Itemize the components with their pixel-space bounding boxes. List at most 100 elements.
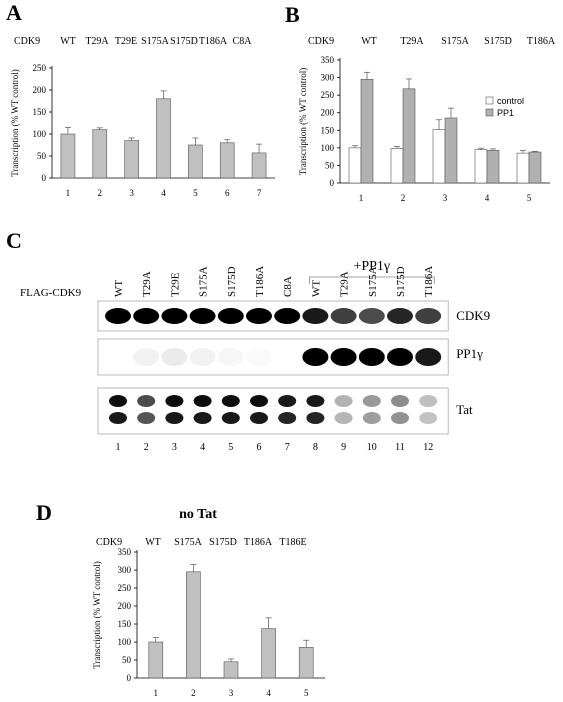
mutant-label: WT bbox=[361, 36, 377, 47]
bar bbox=[188, 144, 203, 179]
mutant-label: C8A bbox=[233, 36, 253, 47]
y-tick-label: 300 bbox=[321, 73, 335, 83]
mutant-label: S175A bbox=[174, 537, 203, 548]
y-tick-label: 150 bbox=[33, 107, 47, 117]
lane-number: 7 bbox=[285, 442, 290, 453]
y-tick-label: 350 bbox=[321, 55, 335, 65]
x-tick-label: 1 bbox=[154, 688, 159, 698]
y-tick-label: 150 bbox=[118, 619, 132, 629]
cdk9-band bbox=[415, 308, 442, 324]
pp1-band bbox=[161, 348, 188, 366]
band-label-tat: Tat bbox=[456, 402, 473, 417]
mutant-label: T29A bbox=[85, 36, 109, 47]
lane-number: 9 bbox=[341, 442, 346, 453]
panel-letter-d: D bbox=[36, 500, 52, 525]
y-axis-label: Transcription (% WT control) bbox=[10, 69, 20, 177]
y-axis-label: Transcription (% WT control) bbox=[92, 561, 102, 669]
cdk9-band bbox=[274, 308, 301, 324]
lane-label: T186A bbox=[423, 266, 435, 297]
x-tick-label: 4 bbox=[161, 188, 166, 198]
mutant-label: S175A bbox=[441, 36, 470, 47]
pp1-band bbox=[302, 348, 329, 366]
tat-band bbox=[278, 395, 297, 407]
mutant-label: T29E bbox=[115, 36, 137, 47]
lane-label: T29A bbox=[141, 271, 153, 297]
x-tick-label: 4 bbox=[485, 193, 490, 203]
y-tick-label: 250 bbox=[321, 90, 335, 100]
pp1-band bbox=[330, 348, 357, 366]
cdk9-band bbox=[161, 308, 188, 324]
western-blot-panel: +PP1γ FLAG-CDK9 WT T29A T29E S175A S175D T186A C… bbox=[20, 259, 490, 453]
tat-band bbox=[165, 412, 184, 424]
y-tick-label: 100 bbox=[118, 637, 132, 647]
cdk9-band bbox=[105, 308, 131, 324]
tat-band bbox=[109, 395, 127, 407]
tat-band bbox=[193, 412, 212, 424]
bar bbox=[298, 647, 314, 679]
lane-number: 5 bbox=[228, 442, 233, 453]
x-tick-label: 5 bbox=[527, 193, 532, 203]
x-tick-label: 5 bbox=[304, 688, 309, 698]
tat-band bbox=[250, 395, 268, 407]
lane-number: 10 bbox=[367, 442, 377, 453]
lane-label: S175A bbox=[198, 266, 210, 297]
cdk9-band bbox=[133, 308, 160, 324]
tat-band bbox=[137, 412, 156, 424]
bar bbox=[124, 140, 139, 179]
mutant-label: S175D bbox=[170, 36, 198, 47]
y-axis-label: Transcription (% WT control) bbox=[298, 68, 308, 176]
y-tick-label: 50 bbox=[37, 151, 47, 161]
lane-number: 4 bbox=[200, 442, 205, 453]
x-tick-label: 6 bbox=[225, 188, 230, 198]
lane-label: S175D bbox=[395, 266, 407, 297]
cdk9-band bbox=[387, 308, 413, 324]
band-label-pp1: PP1γ bbox=[456, 346, 483, 361]
bar bbox=[92, 129, 108, 179]
lane-label: T186A bbox=[254, 266, 266, 297]
cdk9-band bbox=[246, 308, 272, 324]
panel-letter-b: B bbox=[285, 2, 300, 27]
header-label: CDK9 bbox=[14, 36, 40, 47]
mutant-label: S175D bbox=[209, 537, 237, 548]
header-label: CDK9 bbox=[96, 537, 122, 548]
bar bbox=[223, 661, 239, 679]
pp1-band bbox=[189, 348, 216, 366]
tat-band bbox=[334, 412, 353, 424]
tat-band bbox=[419, 412, 438, 424]
mutant-label: T186A bbox=[199, 36, 228, 47]
y-tick-label: 300 bbox=[118, 565, 132, 575]
panel-letter-c: C bbox=[6, 228, 22, 253]
x-tick-label: 3 bbox=[129, 188, 134, 198]
y-tick-label: 200 bbox=[321, 108, 335, 118]
bar bbox=[516, 152, 530, 184]
pp1-bracket bbox=[309, 276, 435, 284]
mutant-label: T29A bbox=[400, 36, 424, 47]
bar bbox=[390, 148, 404, 184]
lane-label: C8A bbox=[282, 276, 294, 297]
tat-band bbox=[391, 412, 409, 424]
cdk9-band bbox=[358, 308, 385, 324]
blot-strip-tat bbox=[97, 387, 449, 435]
y-tick-label: 100 bbox=[321, 143, 335, 153]
legend-swatch bbox=[485, 108, 494, 117]
mutant-label: T186A bbox=[244, 537, 273, 548]
x-tick-label: 1 bbox=[66, 188, 71, 198]
header-label: CDK9 bbox=[308, 36, 334, 47]
pp1-band bbox=[246, 348, 272, 366]
tat-band bbox=[306, 412, 325, 424]
bar bbox=[261, 628, 276, 679]
y-tick-label: 50 bbox=[325, 160, 335, 170]
tat-band bbox=[391, 395, 409, 407]
band-label-cdk9: CDK9 bbox=[456, 308, 490, 323]
lane-label: S175D bbox=[226, 266, 238, 297]
cdk9-band bbox=[330, 308, 357, 324]
lane-label: T29A bbox=[339, 271, 351, 297]
y-tick-label: 50 bbox=[122, 655, 132, 665]
lane-label: WT bbox=[310, 280, 322, 297]
legend-swatch bbox=[485, 96, 494, 105]
y-tick-label: 200 bbox=[118, 601, 132, 611]
chart-title: no Tat bbox=[179, 507, 217, 522]
x-tick-label: 2 bbox=[98, 188, 103, 198]
tat-band bbox=[137, 395, 156, 407]
